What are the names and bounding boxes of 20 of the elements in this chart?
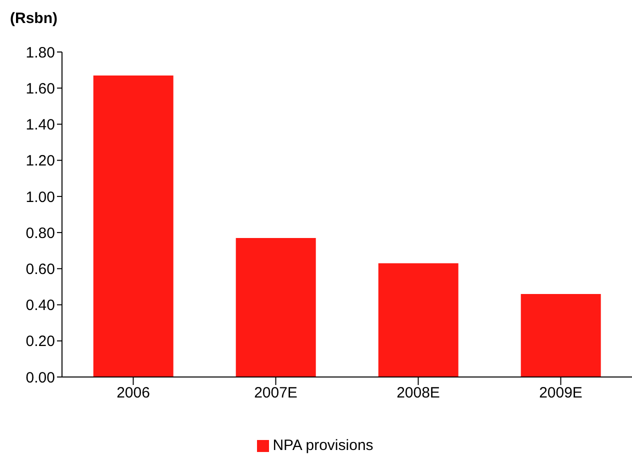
y-tick-label: 1.20 bbox=[26, 152, 55, 170]
x-tick-label: 2006 bbox=[116, 384, 150, 402]
bar bbox=[520, 294, 601, 377]
y-tick-label: 1.80 bbox=[26, 44, 55, 62]
legend-label: NPA provisions bbox=[272, 437, 374, 454]
y-tick-label: 0.80 bbox=[26, 224, 55, 242]
x-tick-label: 2008E bbox=[396, 384, 440, 402]
y-axis-title: (Rsbn) bbox=[10, 10, 58, 27]
y-tick-label: 0.20 bbox=[26, 333, 55, 350]
x-tick-label: 2007E bbox=[254, 384, 298, 402]
y-tick-label: 1.60 bbox=[26, 80, 55, 98]
y-tick-label: 0.60 bbox=[26, 260, 55, 278]
y-tick-label: 1.40 bbox=[26, 116, 55, 134]
bar bbox=[93, 75, 174, 377]
bar bbox=[378, 263, 458, 377]
y-tick-label: 0.40 bbox=[26, 297, 55, 314]
y-tick-label: 0.00 bbox=[26, 369, 55, 386]
x-tick-label: 2009E bbox=[539, 384, 582, 402]
bar bbox=[236, 238, 316, 377]
y-tick-label: 1.00 bbox=[26, 188, 55, 206]
